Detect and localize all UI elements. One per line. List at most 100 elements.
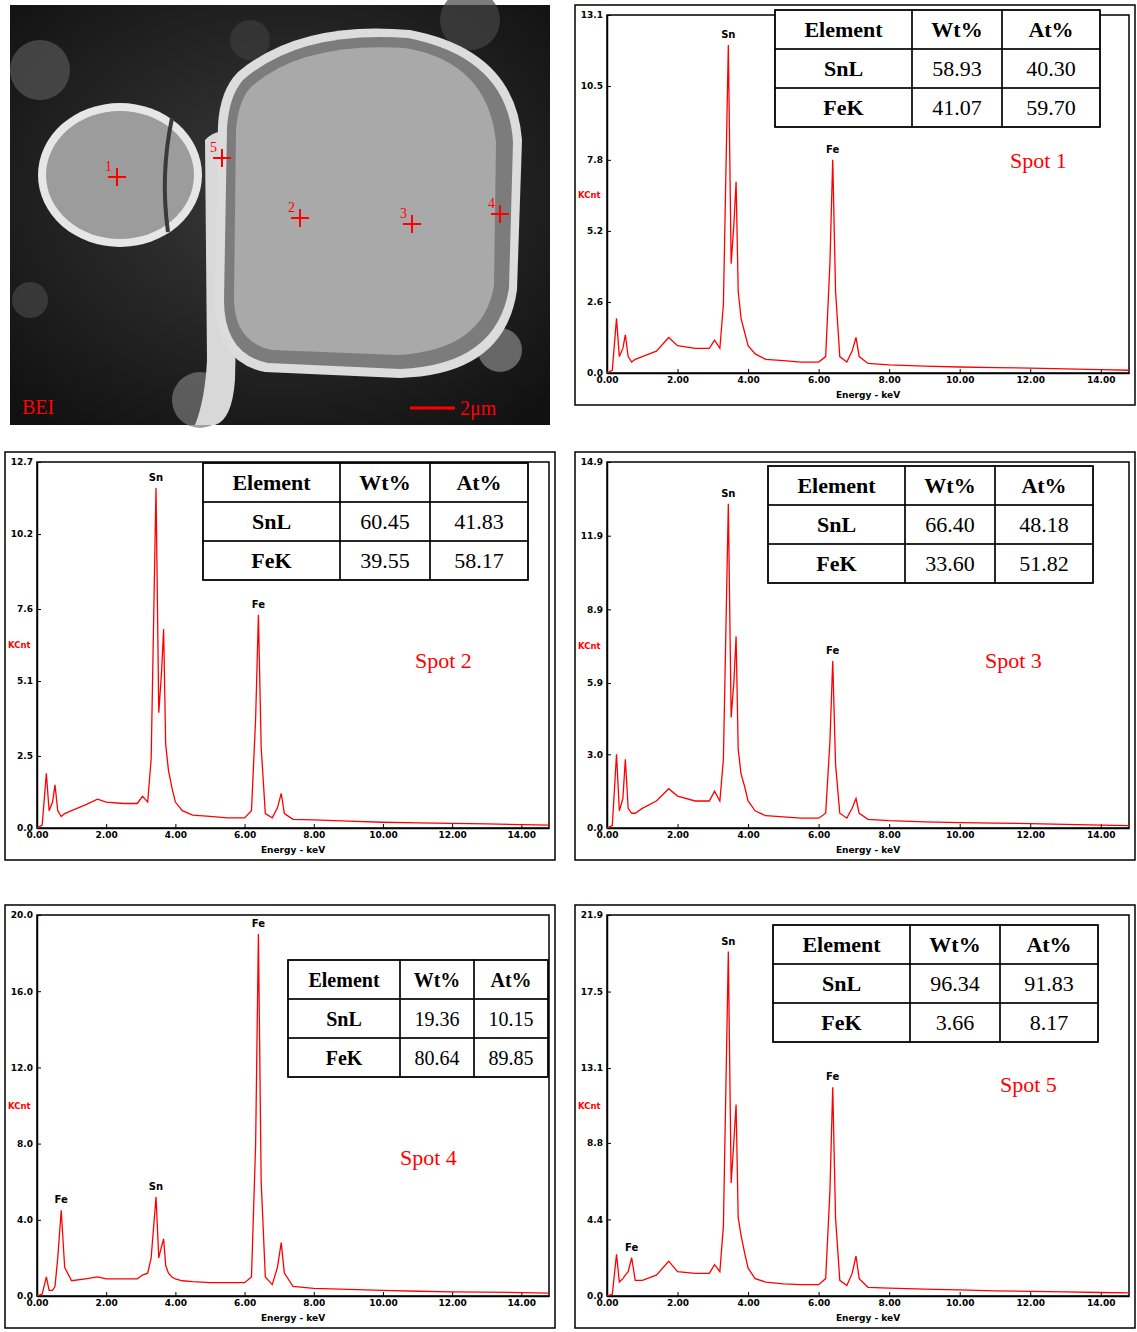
x-axis: 0.002.004.006.008.0010.0012.0014.00: [26, 1292, 549, 1308]
y-tick-mark: [37, 1296, 41, 1297]
y-axis-line: [37, 916, 39, 1297]
y-tick-mark: [37, 534, 41, 535]
table-cell: [768, 505, 905, 544]
x-tick-label: 8.00: [879, 830, 901, 840]
y-tick: 8.8: [587, 1138, 611, 1148]
x-tick-label: 8.00: [303, 1298, 325, 1308]
y-tick: 0.0: [587, 823, 611, 833]
x-tick-mark: [1030, 1292, 1031, 1296]
x-axis-line: [38, 828, 550, 830]
composition-table: ElementWt%At%SnL19.3610.15FeK80.6489.85: [288, 960, 548, 1077]
y-tick: 17.5: [581, 987, 611, 997]
table-value: 66.40: [925, 512, 975, 537]
x-tick: 4.00: [737, 824, 759, 840]
table-header: At%: [1026, 932, 1071, 957]
x-tick-label: 6.00: [234, 1298, 256, 1308]
x-tick: 10.00: [946, 824, 974, 840]
table-header: Wt%: [359, 470, 410, 495]
y-tick-mark: [607, 373, 611, 374]
y-tick: 5.9: [587, 678, 611, 688]
spectrum-panel: 0.002.004.006.008.0010.0012.0014.000.04.…: [575, 905, 1135, 1328]
x-tick-label: 12.00: [438, 1298, 466, 1308]
y-tick-mark: [607, 1296, 611, 1297]
peak-label: Sn: [149, 472, 163, 483]
grain-right-outer: [215, 28, 522, 378]
x-tick-label: 14.00: [1087, 375, 1115, 385]
x-tick: 14.00: [1087, 1292, 1115, 1308]
y-tick-mark: [37, 681, 41, 682]
table-value: 58.93: [932, 56, 982, 81]
table-header: Element: [308, 969, 379, 991]
x-tick-label: 8.00: [879, 1298, 901, 1308]
table-value: 51.82: [1019, 551, 1069, 576]
table-cell: [912, 49, 1002, 88]
x-axis: 0.002.004.006.008.0010.0012.0014.00: [26, 824, 549, 840]
composition-table: ElementWt%At%SnL96.3491.83FeK3.668.17: [773, 925, 1098, 1042]
x-tick-mark: [819, 1292, 820, 1296]
y-tick-mark: [607, 609, 611, 610]
y-tick: 20.0: [11, 910, 41, 920]
micrograph: 12345BEI2μm: [10, 0, 550, 428]
table-header: Element: [802, 932, 881, 957]
table-value: 40.30: [1026, 56, 1076, 81]
x-tick: 8.00: [879, 824, 901, 840]
x-tick: 8.00: [303, 1292, 325, 1308]
table-value: 59.70: [1026, 95, 1076, 120]
y-tick-label: 12.7: [11, 457, 33, 467]
table-background: [288, 960, 548, 1077]
figure: 12345BEI2μm0.002.004.006.008.0010.0012.0…: [0, 0, 1137, 1332]
x-tick-label: 2.00: [667, 1298, 689, 1308]
y-tick-label: 5.9: [587, 678, 603, 688]
y-tick-mark: [37, 828, 41, 829]
y-tick-label: 8.8: [587, 1138, 603, 1148]
y-tick-label: 3.0: [587, 750, 603, 760]
x-tick-label: 8.00: [303, 830, 325, 840]
y-tick: 13.1: [581, 10, 611, 20]
y-tick: 0.0: [587, 368, 611, 378]
x-tick-label: 14.00: [1087, 1298, 1115, 1308]
x-tick-mark: [314, 1292, 315, 1296]
y-axis-title: KCnt: [578, 190, 601, 200]
spectrum-panel: 0.002.004.006.008.0010.0012.0014.000.02.…: [5, 452, 555, 860]
table-header: Wt%: [924, 473, 975, 498]
table-cell: [1000, 925, 1098, 964]
spectrum-panel: 0.002.004.006.008.0010.0012.0014.000.02.…: [575, 5, 1135, 405]
table-cell: [340, 541, 430, 580]
table-value: SnL: [326, 1008, 362, 1030]
x-tick: 2.00: [96, 1292, 118, 1308]
table-value: 39.55: [360, 548, 410, 573]
peak-label: Sn: [721, 29, 735, 40]
table-cell: [1000, 964, 1098, 1003]
peak-label: Fe: [826, 1071, 839, 1082]
x-tick: 12.00: [438, 1292, 466, 1308]
x-axis: 0.002.004.006.008.0010.0012.0014.00: [596, 369, 1129, 385]
y-tick-mark: [607, 992, 611, 993]
table-background: [775, 10, 1100, 127]
spot-title: Spot 3: [985, 648, 1042, 673]
table-header: At%: [456, 470, 501, 495]
y-tick-label: 7.6: [17, 604, 33, 614]
spectrum-line: [607, 952, 1129, 1296]
x-tick-label: 2.00: [96, 1298, 118, 1308]
table-value: 41.83: [454, 509, 504, 534]
x-axis-line: [608, 373, 1130, 375]
plot-frame: [607, 462, 1129, 828]
y-tick-label: 4.0: [17, 1215, 33, 1225]
table-cell: [1000, 1003, 1098, 1042]
x-tick-label: 10.00: [946, 830, 974, 840]
peak-label: Sn: [721, 936, 735, 947]
y-tick: 8.0: [17, 1139, 41, 1149]
x-axis: 0.002.004.006.008.0010.0012.0014.00: [596, 824, 1129, 840]
y-tick-mark: [607, 231, 611, 232]
table-header: Element: [804, 17, 883, 42]
x-tick-mark: [748, 369, 749, 373]
y-tick-mark: [607, 915, 611, 916]
x-tick-mark: [678, 824, 679, 828]
y-tick-label: 10.5: [581, 81, 603, 91]
spot-title: Spot 4: [400, 1145, 457, 1170]
x-tick-mark: [678, 369, 679, 373]
x-tick-mark: [960, 369, 961, 373]
table-header: Element: [232, 470, 311, 495]
table-value: 89.85: [489, 1047, 534, 1069]
x-tick: 2.00: [667, 824, 689, 840]
